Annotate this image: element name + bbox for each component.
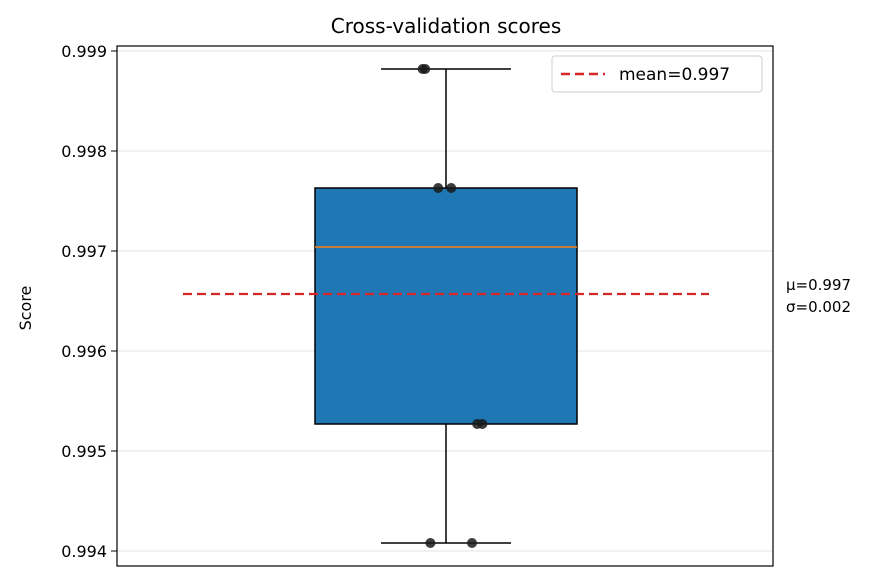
y-tick-label: 0.994	[61, 542, 107, 561]
chart-title: Cross-validation scores	[331, 14, 562, 38]
y-tick-label: 0.995	[61, 442, 107, 461]
y-tick-label: 0.997	[61, 242, 107, 261]
legend: mean=0.997	[551, 55, 763, 93]
y-tick-label: 0.996	[61, 342, 107, 361]
data-points	[417, 64, 488, 548]
y-axis-label: Score	[16, 286, 35, 331]
data-point	[420, 64, 431, 74]
data-point	[467, 538, 477, 548]
data-point	[425, 538, 436, 548]
y-tick-label: 0.999	[61, 42, 107, 61]
stats-annotation-mean: μ=0.997	[786, 276, 851, 294]
plot-frame	[116, 45, 774, 567]
y-tick-label: 0.998	[61, 142, 107, 161]
data-point	[446, 183, 457, 193]
legend-mean-label: mean=0.997	[619, 65, 730, 85]
legend-box	[551, 55, 763, 93]
data-point	[433, 183, 444, 193]
box-group	[314, 68, 578, 544]
stats-annotation-std: σ=0.002	[786, 298, 851, 316]
iqr-box	[314, 187, 578, 425]
y-axis: 0.994 0.995 0.996 0.997 0.998 0.999	[61, 42, 117, 561]
data-point	[477, 419, 488, 429]
